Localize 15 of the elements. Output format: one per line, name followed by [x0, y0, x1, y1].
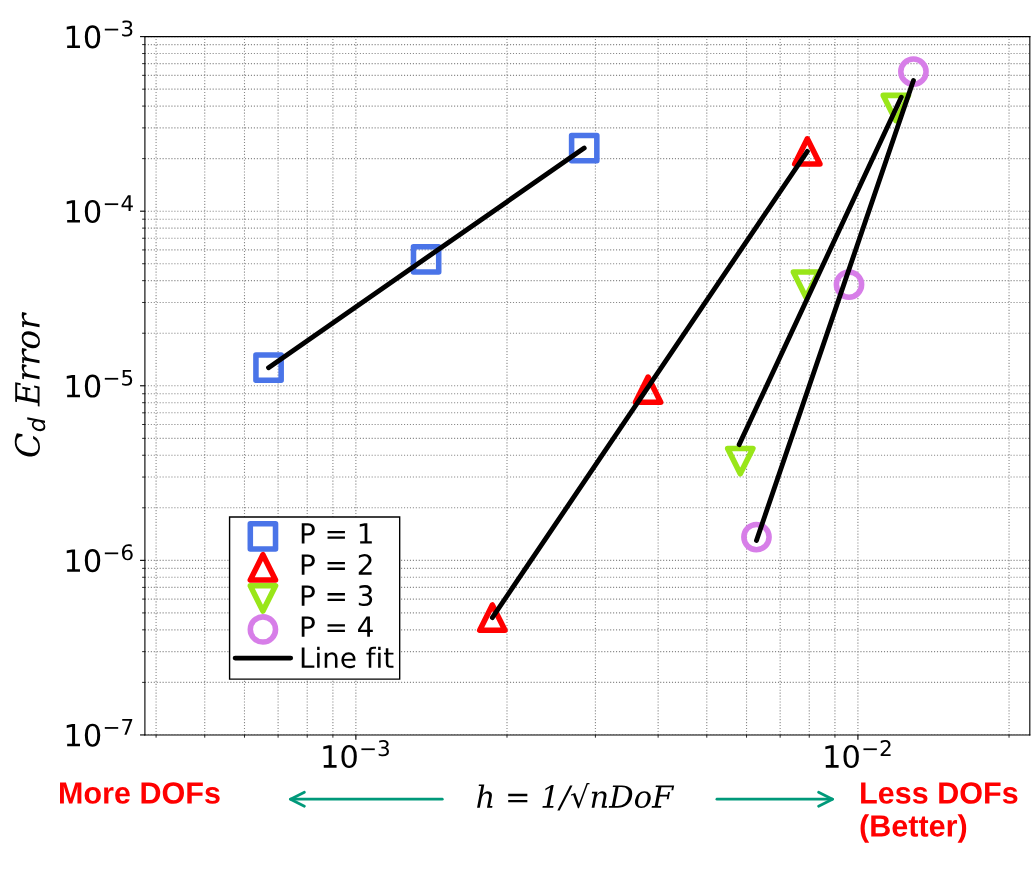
y-tick-label: 10$^{−4}$ [66, 195, 133, 224]
legend-label: Line fit [301, 646, 394, 669]
x-axis-title: h = 1/√nDoF [477, 782, 675, 811]
x-tick-label: 10$^{−2}$ [825, 740, 891, 769]
y-tick-label: 10$^{−6}$ [66, 544, 133, 573]
text: Less DOFs (Better) [860, 782, 1018, 843]
y-tick-label: 10$^{−7}$ [66, 719, 133, 747]
text: More DOFs [60, 782, 220, 804]
y-axis-title: C$_{d}$ Error [14, 312, 46, 457]
y-tick-label: 10$^{−5}$ [66, 369, 133, 398]
legend-label: P = 1 [301, 523, 372, 544]
legend-label: P = 3 [301, 585, 373, 607]
legend-label: P = 2 [301, 554, 372, 575]
legend-label: P = 4 [301, 616, 373, 637]
y-tick-label: 10$^{−3}$ [66, 20, 133, 49]
